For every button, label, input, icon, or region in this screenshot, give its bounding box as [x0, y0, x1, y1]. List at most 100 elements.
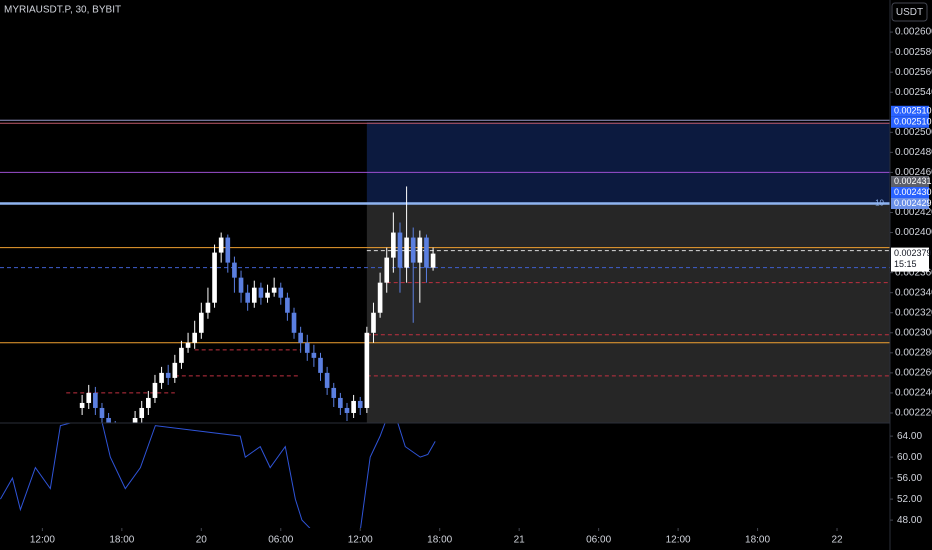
candle-body [218, 237, 224, 253]
candle-body [298, 332, 303, 343]
candle-body [258, 287, 264, 298]
current-price-badge [891, 247, 929, 272]
candle-body [331, 387, 337, 398]
candle-body [271, 287, 277, 293]
candle-body [391, 232, 396, 258]
rsi-tick-label: 64.00 [897, 431, 922, 442]
candle-body [146, 397, 151, 408]
x-tick-label: 06:00 [586, 535, 611, 546]
zone [366, 203, 890, 423]
candles [79, 186, 436, 423]
x-tick-label: 18:00 [427, 535, 452, 546]
currency-button-label: USDT [896, 7, 923, 18]
candle-body [179, 347, 184, 363]
price-badge [891, 197, 929, 209]
candle-body [132, 417, 138, 423]
candle-body [106, 417, 111, 423]
x-tick-label: 21 [514, 535, 526, 546]
x-tick-label: 12:00 [348, 535, 373, 546]
candle-body [265, 292, 270, 298]
candle-body [304, 342, 310, 353]
x-tick-label: 18:00 [109, 535, 134, 546]
candle-body [357, 400, 363, 408]
candle-body [291, 312, 297, 333]
rsi-line [0, 423, 311, 528]
rsi-tick-label: 60.00 [897, 452, 922, 463]
candle-body [159, 372, 164, 383]
candle-body [198, 312, 204, 333]
candle-body [238, 277, 244, 293]
candle-body [192, 332, 198, 343]
candle-body [165, 372, 171, 378]
price-badge [891, 116, 929, 128]
candle-body [318, 357, 323, 373]
candle-body [232, 262, 237, 278]
countdown-label: 15:15 [894, 259, 917, 269]
candle-body [99, 407, 105, 418]
rsi-line [360, 423, 436, 528]
symbol-title: MYRIAUSDT.P, 30, BYBIT [4, 5, 121, 16]
candle-body [205, 302, 211, 313]
candle-body [324, 372, 330, 388]
price-badge [891, 175, 929, 187]
candle-body [397, 232, 403, 268]
price-badge-label: 0.002510 [894, 117, 932, 127]
x-tick-label: 20 [196, 535, 208, 546]
candle-body [311, 352, 317, 358]
x-tick-label: 22 [831, 535, 843, 546]
candle-body [338, 397, 343, 408]
candle-body [404, 237, 409, 268]
currency-button[interactable] [891, 2, 928, 22]
candle-body [430, 253, 436, 268]
rsi-tick-label: 56.00 [897, 473, 922, 484]
price-badge-label: 0.002431 [894, 176, 932, 186]
candle-body [79, 402, 85, 408]
candle-body [344, 407, 350, 413]
price-badge-label: 0.002510 [894, 106, 932, 116]
candle-body [351, 400, 356, 413]
candle-body [225, 237, 231, 263]
candle-body [424, 237, 429, 268]
level-label: 10 [875, 199, 884, 208]
y-tick-label: 0.002600 [895, 27, 932, 38]
rsi-tick-label: 48.00 [897, 515, 922, 526]
price-badge-label: 0.002430 [894, 187, 932, 197]
candle-body [251, 287, 257, 303]
current-price-label: 0.002379 [894, 248, 932, 258]
price-badge [891, 186, 929, 198]
candle-body [285, 297, 290, 313]
candle-body [364, 332, 370, 408]
candle-body [86, 392, 92, 403]
candle-body [410, 237, 416, 263]
candle-body [139, 407, 145, 418]
price-badge [891, 105, 929, 117]
candle-body [371, 312, 376, 333]
rsi-tick-label: 52.00 [897, 494, 922, 505]
candle-body [212, 252, 217, 303]
x-tick-label: 12:00 [666, 535, 691, 546]
price-badge-label: 0.002429 [894, 198, 932, 208]
candle-body [185, 342, 191, 348]
zones [366, 122, 890, 423]
candle-body [245, 292, 250, 303]
candle-body [377, 282, 383, 313]
x-tick-label: 12:00 [30, 535, 55, 546]
rsi-pane [0, 423, 436, 528]
